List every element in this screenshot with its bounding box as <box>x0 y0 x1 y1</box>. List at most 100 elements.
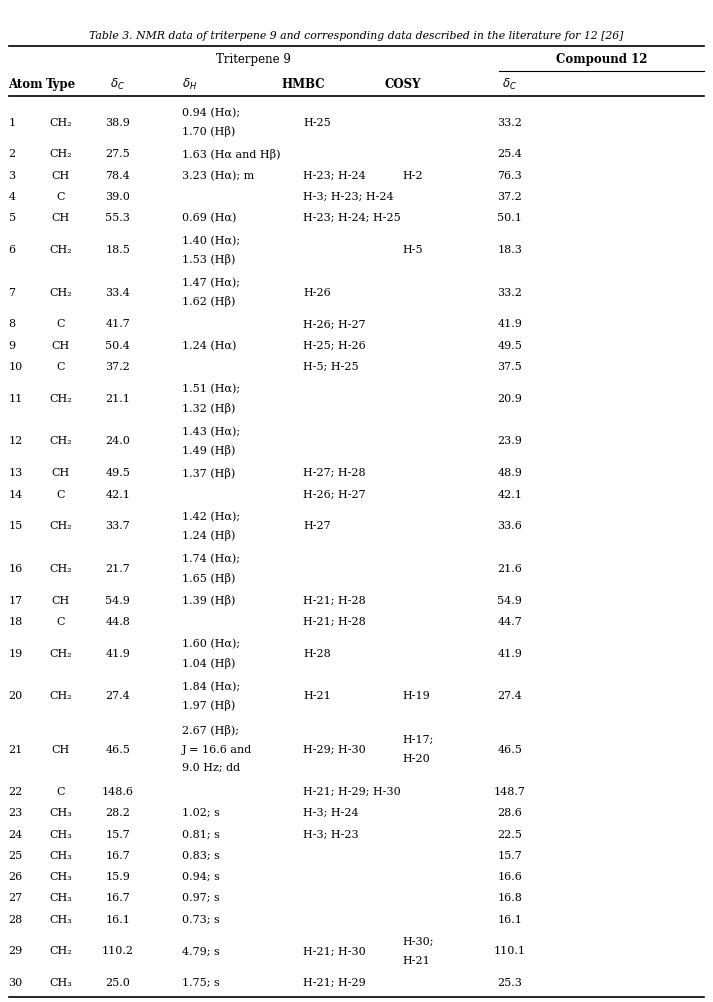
Text: 0.94; s: 0.94; s <box>182 871 220 881</box>
Text: 27.5: 27.5 <box>106 149 130 159</box>
Text: 28.2: 28.2 <box>106 808 130 818</box>
Text: 26: 26 <box>9 871 23 881</box>
Text: CH: CH <box>51 743 70 754</box>
Text: HMBC: HMBC <box>281 78 325 91</box>
Text: 21.7: 21.7 <box>106 563 130 573</box>
Text: 48.9: 48.9 <box>498 468 522 478</box>
Text: J = 16.6 and: J = 16.6 and <box>182 743 252 754</box>
Text: 4: 4 <box>9 191 16 201</box>
Text: Type: Type <box>46 78 76 91</box>
Text: 33.6: 33.6 <box>498 521 522 531</box>
Text: 50.1: 50.1 <box>498 213 522 223</box>
Text: CH₂: CH₂ <box>49 149 72 159</box>
Text: 39.0: 39.0 <box>106 191 130 201</box>
Text: $\delta_H$: $\delta_H$ <box>182 77 197 92</box>
Text: 41.9: 41.9 <box>106 648 130 658</box>
Text: 25.0: 25.0 <box>106 977 130 987</box>
Text: H-21; H-28: H-21; H-28 <box>303 616 366 626</box>
Text: 1.47 (Hα);: 1.47 (Hα); <box>182 278 240 289</box>
Text: CH₂: CH₂ <box>49 394 72 404</box>
Text: CH: CH <box>51 170 70 180</box>
Text: 1.70 (Hβ): 1.70 (Hβ) <box>182 126 235 137</box>
Text: CH₃: CH₃ <box>49 808 72 818</box>
Text: C: C <box>56 787 65 797</box>
Text: 1.75; s: 1.75; s <box>182 977 220 987</box>
Text: 19: 19 <box>9 648 23 658</box>
Text: 20: 20 <box>9 690 23 700</box>
Text: H-23; H-24: H-23; H-24 <box>303 170 366 180</box>
Text: Atom: Atom <box>9 78 43 91</box>
Text: CH: CH <box>51 595 70 605</box>
Text: 16.6: 16.6 <box>498 871 522 881</box>
Text: 46.5: 46.5 <box>106 743 130 754</box>
Text: H-25: H-25 <box>303 117 331 127</box>
Text: H-21; H-30: H-21; H-30 <box>303 946 366 956</box>
Text: Compound 12: Compound 12 <box>556 53 647 66</box>
Text: 21: 21 <box>9 743 23 754</box>
Text: CH₃: CH₃ <box>49 871 72 881</box>
Text: 50.4: 50.4 <box>106 341 130 351</box>
Text: 18.3: 18.3 <box>498 244 522 255</box>
Text: 3: 3 <box>9 170 16 180</box>
Text: H-30;: H-30; <box>403 936 434 946</box>
Text: 25.4: 25.4 <box>498 149 522 159</box>
Text: 25.3: 25.3 <box>498 977 522 987</box>
Text: 42.1: 42.1 <box>106 489 130 499</box>
Text: H-2: H-2 <box>403 170 424 180</box>
Text: 1.97 (Hβ): 1.97 (Hβ) <box>182 699 235 710</box>
Text: 1.51 (Hα);: 1.51 (Hα); <box>182 384 240 394</box>
Text: 33.2: 33.2 <box>498 117 522 127</box>
Text: 18: 18 <box>9 616 23 626</box>
Text: 1.32 (Hβ): 1.32 (Hβ) <box>182 403 235 413</box>
Text: 0.81; s: 0.81; s <box>182 829 220 839</box>
Text: 110.2: 110.2 <box>102 946 133 956</box>
Text: 33.4: 33.4 <box>106 288 130 298</box>
Text: H-25; H-26: H-25; H-26 <box>303 341 366 351</box>
Text: 0.97; s: 0.97; s <box>182 893 220 903</box>
Text: 1.42 (Hα);: 1.42 (Hα); <box>182 511 240 522</box>
Text: 42.1: 42.1 <box>498 489 522 499</box>
Text: 5: 5 <box>9 213 16 223</box>
Text: Triterpene 9: Triterpene 9 <box>216 53 292 66</box>
Text: 41.7: 41.7 <box>106 320 130 329</box>
Text: 22.5: 22.5 <box>498 829 522 839</box>
Text: 1.24 (Hβ): 1.24 (Hβ) <box>182 530 235 541</box>
Text: 1.84 (Hα);: 1.84 (Hα); <box>182 681 240 691</box>
Text: 22: 22 <box>9 787 23 797</box>
Text: H-5; H-25: H-5; H-25 <box>303 362 359 372</box>
Text: H-27; H-28: H-27; H-28 <box>303 468 366 478</box>
Text: 1.53 (Hβ): 1.53 (Hβ) <box>182 254 235 265</box>
Text: CH₃: CH₃ <box>49 850 72 860</box>
Text: 7: 7 <box>9 288 16 298</box>
Text: H-21: H-21 <box>403 955 431 965</box>
Text: 44.7: 44.7 <box>498 616 522 626</box>
Text: $\delta_C$: $\delta_C$ <box>503 77 517 92</box>
Text: 37.2: 37.2 <box>498 191 522 201</box>
Text: H-21; H-29; H-30: H-21; H-29; H-30 <box>303 787 401 797</box>
Text: CH: CH <box>51 468 70 478</box>
Text: 14: 14 <box>9 489 23 499</box>
Text: H-26; H-27: H-26; H-27 <box>303 320 366 329</box>
Text: CH₂: CH₂ <box>49 563 72 573</box>
Text: 148.7: 148.7 <box>494 787 525 797</box>
Text: 25: 25 <box>9 850 23 860</box>
Text: C: C <box>56 320 65 329</box>
Text: CH₂: CH₂ <box>49 436 72 446</box>
Text: 1.40 (Hα);: 1.40 (Hα); <box>182 235 240 245</box>
Text: H-23; H-24; H-25: H-23; H-24; H-25 <box>303 213 401 223</box>
Text: 27: 27 <box>9 893 23 903</box>
Text: 13: 13 <box>9 468 23 478</box>
Text: CH₂: CH₂ <box>49 117 72 127</box>
Text: H-26; H-27: H-26; H-27 <box>303 489 366 499</box>
Text: C: C <box>56 489 65 499</box>
Text: CH₂: CH₂ <box>49 244 72 255</box>
Text: 1: 1 <box>9 117 16 127</box>
Text: 15.7: 15.7 <box>106 829 130 839</box>
Text: 38.9: 38.9 <box>106 117 130 127</box>
Text: 24: 24 <box>9 829 23 839</box>
Text: 1.65 (Hβ): 1.65 (Hβ) <box>182 572 235 583</box>
Text: C: C <box>56 616 65 626</box>
Text: 1.02; s: 1.02; s <box>182 808 220 818</box>
Text: 15: 15 <box>9 521 23 531</box>
Text: H-3; H-24: H-3; H-24 <box>303 808 359 818</box>
